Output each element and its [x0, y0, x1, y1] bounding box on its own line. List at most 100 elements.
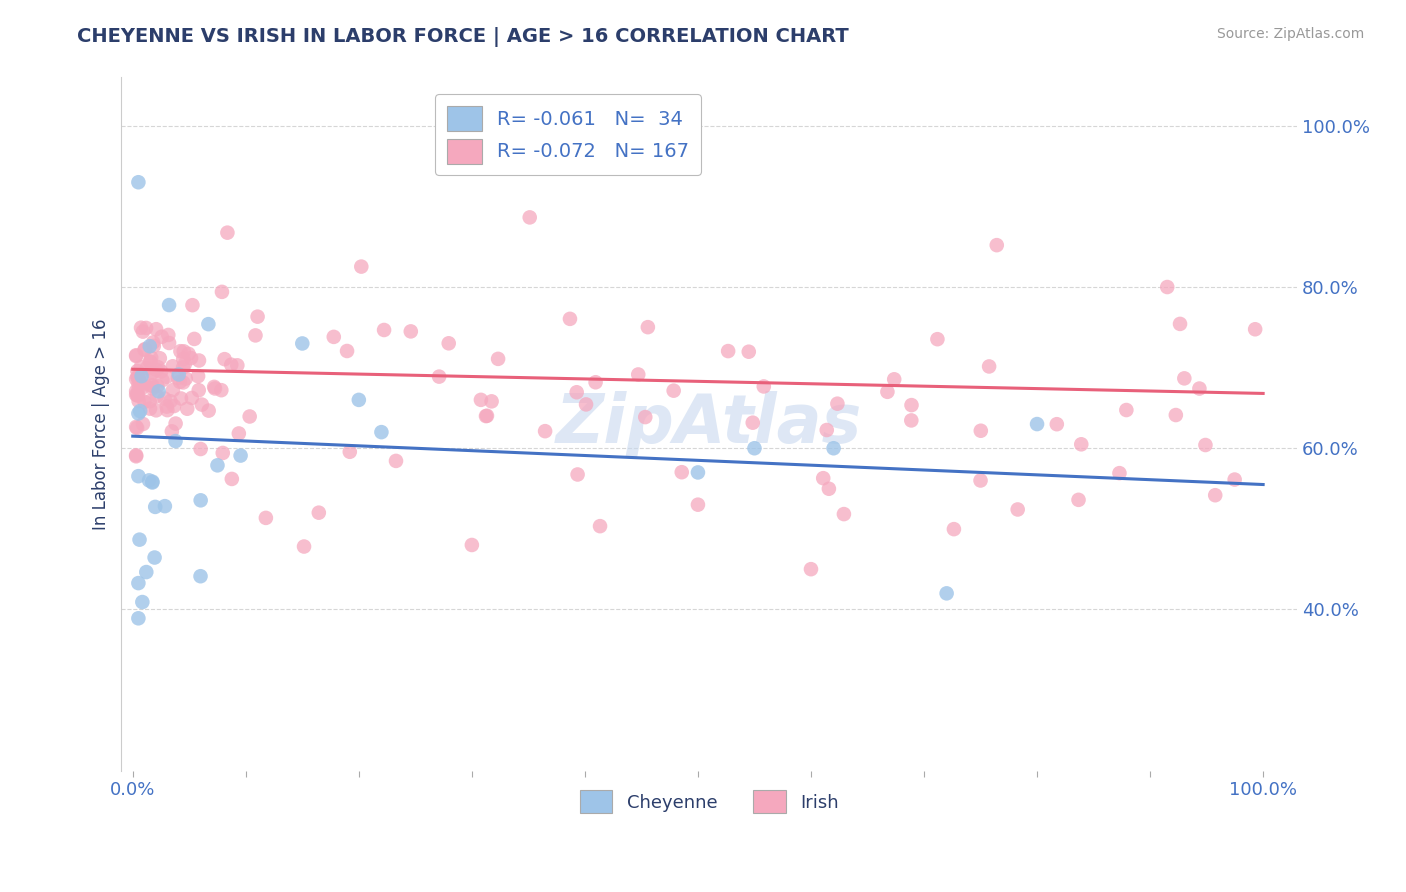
Point	[167, 368, 190, 382]
Point	[135, 361, 157, 376]
Point	[127, 389, 149, 403]
Point	[150, 330, 173, 344]
Point	[246, 310, 269, 324]
Point	[671, 465, 693, 479]
Point	[134, 342, 156, 356]
Point	[589, 519, 612, 533]
Point	[183, 332, 205, 346]
Point	[385, 454, 408, 468]
Point	[823, 442, 845, 456]
Point	[202, 380, 225, 394]
Point	[141, 475, 163, 489]
Point	[188, 353, 211, 368]
Point	[567, 467, 589, 482]
Point	[125, 420, 148, 434]
Point	[827, 397, 849, 411]
Point	[153, 499, 176, 513]
Point	[190, 493, 212, 508]
Point	[1046, 417, 1069, 432]
Point	[927, 332, 949, 346]
Point	[942, 522, 965, 536]
Point	[883, 372, 905, 386]
Point	[177, 347, 200, 361]
Point	[741, 416, 763, 430]
Text: ZipAtlas: ZipAtlas	[557, 391, 862, 457]
Point	[1244, 322, 1267, 336]
Point	[558, 311, 581, 326]
Point	[399, 325, 422, 339]
Point	[813, 471, 835, 485]
Point	[662, 384, 685, 398]
Point	[146, 360, 169, 375]
Y-axis label: In Labor Force | Age > 16: In Labor Force | Age > 16	[93, 318, 110, 530]
Point	[169, 344, 191, 359]
Point	[127, 388, 149, 402]
Point	[1115, 403, 1137, 417]
Point	[1164, 408, 1187, 422]
Point	[132, 417, 155, 431]
Point	[187, 383, 209, 397]
Point	[159, 394, 181, 409]
Point	[141, 378, 163, 392]
Point	[141, 366, 163, 380]
Point	[145, 322, 167, 336]
Point	[148, 384, 170, 399]
Point	[128, 375, 150, 389]
Point	[1007, 502, 1029, 516]
Point	[214, 352, 236, 367]
Point	[226, 359, 249, 373]
Point	[350, 260, 373, 274]
Point	[173, 344, 195, 359]
Point	[717, 344, 740, 359]
Point	[157, 298, 180, 312]
Point	[145, 403, 167, 417]
Point	[135, 321, 157, 335]
Point	[156, 400, 179, 414]
Point	[128, 382, 150, 396]
Point	[519, 211, 541, 225]
Point	[219, 358, 242, 372]
Point	[900, 398, 922, 412]
Point	[228, 426, 250, 441]
Point	[127, 611, 149, 625]
Point	[347, 392, 370, 407]
Point	[145, 362, 167, 376]
Point	[229, 449, 252, 463]
Point	[187, 369, 209, 384]
Point	[204, 382, 226, 396]
Point	[900, 413, 922, 427]
Point	[1070, 437, 1092, 451]
Point	[221, 472, 243, 486]
Point	[169, 375, 191, 389]
Point	[128, 372, 150, 386]
Point	[132, 376, 155, 390]
Point	[534, 424, 557, 438]
Point	[1194, 438, 1216, 452]
Point	[131, 595, 153, 609]
Point	[190, 442, 212, 456]
Point	[1156, 280, 1178, 294]
Point	[427, 369, 450, 384]
Point	[142, 365, 165, 379]
Point	[138, 474, 160, 488]
Point	[818, 482, 841, 496]
Point	[197, 403, 219, 417]
Point	[254, 511, 277, 525]
Point	[339, 444, 361, 458]
Point	[127, 364, 149, 378]
Point	[211, 446, 233, 460]
Text: Source: ZipAtlas.com: Source: ZipAtlas.com	[1216, 27, 1364, 41]
Point	[800, 562, 823, 576]
Point	[125, 372, 148, 386]
Point	[135, 565, 157, 579]
Point	[146, 389, 169, 403]
Point	[475, 409, 498, 423]
Point	[141, 351, 163, 365]
Point	[165, 417, 187, 431]
Point	[461, 538, 484, 552]
Point	[197, 317, 219, 331]
Point	[127, 406, 149, 420]
Point	[832, 507, 855, 521]
Point	[876, 384, 898, 399]
Point	[738, 344, 761, 359]
